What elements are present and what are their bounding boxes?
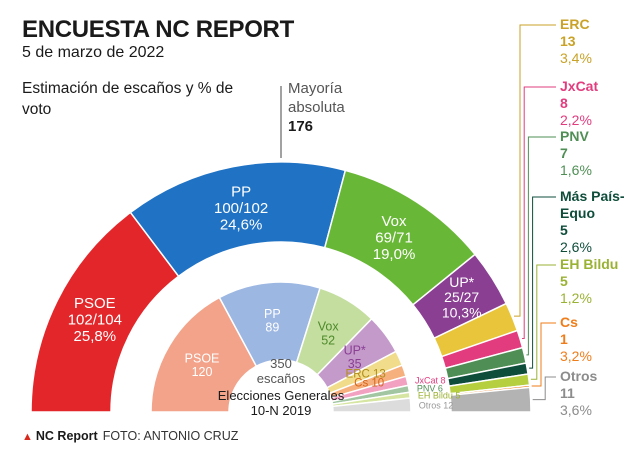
inner-ring	[150, 281, 412, 413]
center-election-line1: Elecciones Generales	[218, 388, 345, 403]
side-label-name: EH Bildu	[560, 256, 619, 272]
outer-segment-otros	[449, 386, 532, 413]
side-label-seats: 13	[560, 33, 576, 49]
inner-label-erc: ERC 13	[346, 369, 386, 381]
side-label-seats: 7	[560, 145, 568, 161]
majority-label-line2: absoluta	[288, 99, 345, 116]
side-label-name: Otros	[560, 368, 598, 384]
outer-label-up: UP* 25/27 10,3%	[442, 274, 482, 321]
inner-segment-otros	[331, 397, 412, 413]
inner-label-vox: Vox 52	[318, 320, 340, 348]
chart-subtitle: Estimación de escaños y % de voto	[22, 80, 234, 118]
inner-label-eh-bildu: EH Bildu 5	[418, 390, 461, 400]
leader-line-pnv	[526, 136, 556, 356]
leader-line-eh-bildu	[530, 264, 556, 380]
side-label-seats: 11	[560, 385, 575, 401]
side-label-pct: 3,6%	[560, 402, 592, 418]
leader-line-cs	[531, 322, 556, 387]
center-total: 350	[270, 356, 292, 371]
outer-label-pp: PP 100/102 24,6%	[214, 184, 268, 234]
side-label-jxcat: JxCat 8 2,2%	[560, 78, 598, 129]
side-label-name: Cs	[560, 314, 578, 330]
majority-label-line1: Mayoría	[288, 80, 343, 97]
inner-label-jxcat: JxCat 8	[415, 375, 446, 385]
footer-credit: FOTO: ANTONIO CRUZ	[102, 429, 239, 443]
outer-ring	[30, 161, 532, 413]
side-label-pct: 3,2%	[560, 348, 592, 364]
side-label-pct: 1,2%	[560, 290, 592, 306]
side-label-pct: 1,6%	[560, 162, 592, 178]
inner-label-pp: PP 89	[264, 307, 281, 335]
outer-label-psoe: PSOE 102/104 25,8%	[68, 295, 122, 345]
footer-brand: NC Report	[35, 429, 98, 443]
page-title: ENCUESTA NC REPORT	[22, 16, 294, 43]
side-label-otros: Otros 11 3,6%	[560, 368, 597, 419]
leader-line-m-s-pa-s-equo	[529, 196, 556, 369]
inner-segment-psoe	[150, 296, 258, 413]
page-date: 5 de marzo de 2022	[22, 44, 165, 61]
footer: ▲ NC Report FOTO: ANTONIO CRUZ	[22, 429, 238, 443]
center-unit: escaños	[257, 371, 306, 386]
side-label-name: ERC	[560, 16, 590, 32]
side-label-pnv: PNV 7 1,6%	[560, 128, 592, 179]
ring-labels: PSOE 102/104 25,8% PP 100/102 24,6% Vox 69/71 19…	[68, 184, 482, 411]
leader-line-erc	[514, 24, 556, 317]
majority-value: 176	[288, 118, 314, 135]
inner-label-cs: Cs 10	[354, 377, 384, 389]
side-label-name: Equo	[560, 205, 595, 221]
side-label-name: PNV	[560, 128, 589, 144]
side-label-pct: 3,4%	[560, 50, 592, 66]
leader-line-jxcat	[522, 86, 556, 339]
majority-label: Mayoría absoluta 176	[288, 79, 345, 136]
side-label-eh-bildu: EH Bildu 5 1,2%	[560, 256, 618, 307]
side-label-pct: 2,6%	[560, 239, 592, 255]
leader-line-otros	[532, 376, 556, 401]
side-label-name: Más País-	[560, 188, 625, 204]
side-label-seats: 5	[560, 273, 568, 289]
side-label-name: JxCat	[560, 78, 599, 94]
side-label-seats: 5	[560, 222, 568, 238]
side-label-m-s-pa-s-equo: Más País- Equo 5 2,6%	[560, 188, 625, 256]
side-label-seats: 8	[560, 95, 568, 111]
side-label-cs: Cs 1 3,2%	[560, 314, 592, 365]
side-label-pct: 2,2%	[560, 112, 592, 128]
brand-triangle-icon: ▲	[22, 431, 33, 443]
inner-label-pnv: PNV 6	[417, 384, 443, 394]
side-label-erc: ERC 13 3,4%	[560, 16, 592, 67]
side-label-seats: 1	[560, 331, 568, 347]
outer-label-vox: Vox 69/71 19,0%	[373, 213, 416, 263]
center-election-line2: 10-N 2019	[251, 403, 312, 418]
inner-label-up: UP* 35	[344, 343, 366, 371]
inner-label-otros: Otros 12	[419, 401, 454, 411]
inner-label-psoe: PSOE 120	[185, 351, 220, 379]
leader-lines	[514, 24, 556, 401]
